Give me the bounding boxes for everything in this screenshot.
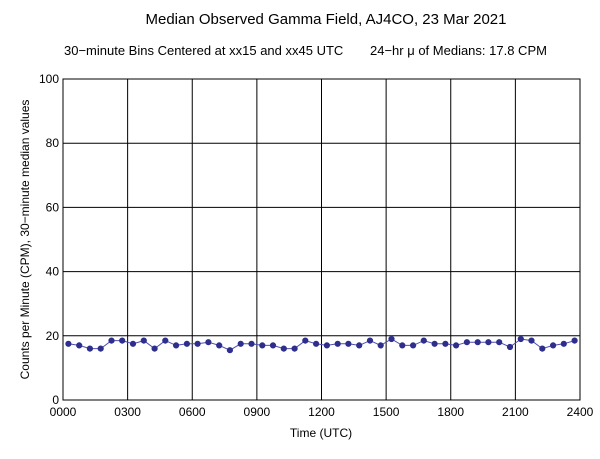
grid: [63, 79, 580, 400]
data-point: [539, 345, 546, 352]
x-tick-label: 1200: [308, 405, 335, 419]
data-point: [463, 339, 470, 346]
data-point: [485, 339, 492, 346]
data-point: [173, 342, 180, 349]
data-point: [377, 342, 384, 349]
data-point: [269, 342, 277, 349]
y-axis-label: Counts per Minute (CPM), 30−minute media…: [18, 100, 32, 380]
data-point: [506, 343, 514, 351]
x-axis-ticks: 0000 0300 0600 0900 1200 1500 1800 2100 2400: [50, 405, 594, 419]
data-point: [259, 342, 266, 349]
y-tick-label: 20: [46, 329, 60, 343]
y-axis-ticks: 0 20 40 60 80 100: [39, 72, 59, 407]
data-point: [280, 345, 287, 352]
data-point: [237, 340, 244, 347]
data-point: [399, 342, 406, 349]
x-tick-label: 0000: [50, 405, 77, 419]
data-point: [474, 339, 481, 346]
data-point: [162, 337, 169, 344]
data-point: [248, 340, 255, 347]
data-point: [431, 340, 438, 347]
y-tick-label: 100: [39, 72, 59, 86]
data-point: [97, 345, 104, 352]
chart-title: Median Observed Gamma Field, AJ4CO, 23 M…: [146, 11, 507, 28]
data-point: [226, 347, 233, 354]
data-point: [366, 337, 374, 344]
data-point: [108, 337, 115, 344]
data-point: [151, 345, 158, 352]
x-tick-label: 0600: [179, 405, 206, 419]
data-point: [442, 340, 449, 347]
data-point: [140, 337, 147, 344]
data-point: [313, 340, 320, 347]
x-tick-label: 2400: [567, 405, 594, 419]
y-tick-label: 40: [46, 265, 60, 279]
chart-subtitle-right: 24−hr μ of Medians: 17.8 CPM: [370, 43, 547, 58]
chart-subtitle-left: 30−minute Bins Centered at xx15 and xx45…: [64, 43, 343, 58]
data-point: [356, 342, 363, 349]
data-point: [560, 340, 567, 347]
data-point: [453, 342, 460, 349]
data-point: [183, 340, 190, 347]
x-tick-label: 0300: [114, 405, 141, 419]
data-point: [345, 340, 352, 347]
data-point: [334, 340, 341, 347]
data-points: [65, 335, 578, 354]
data-point: [550, 342, 557, 349]
x-tick-label: 1800: [437, 405, 464, 419]
data-point: [410, 342, 417, 349]
data-point: [388, 335, 395, 343]
data-point: [420, 337, 427, 344]
data-point: [76, 342, 83, 349]
data-point: [216, 342, 223, 349]
data-point: [119, 337, 126, 344]
data-point: [302, 337, 309, 344]
plot-area-frame: [62, 78, 581, 401]
data-point: [86, 345, 94, 352]
x-tick-label: 2100: [502, 405, 529, 419]
y-tick-label: 60: [46, 200, 60, 214]
data-point: [194, 340, 201, 347]
data-point: [129, 340, 137, 347]
data-point: [323, 342, 330, 349]
y-tick-label: 0: [52, 393, 59, 407]
data-point: [517, 335, 524, 343]
data-point: [205, 339, 212, 346]
y-tick-label: 80: [46, 136, 60, 150]
x-axis-label: Time (UTC): [290, 426, 352, 440]
x-tick-label: 1500: [373, 405, 400, 419]
x-tick-label: 0900: [244, 405, 271, 419]
data-point: [65, 340, 72, 347]
data-point: [571, 337, 578, 344]
data-point: [496, 339, 503, 346]
data-point: [291, 345, 298, 352]
data-point: [528, 337, 535, 344]
